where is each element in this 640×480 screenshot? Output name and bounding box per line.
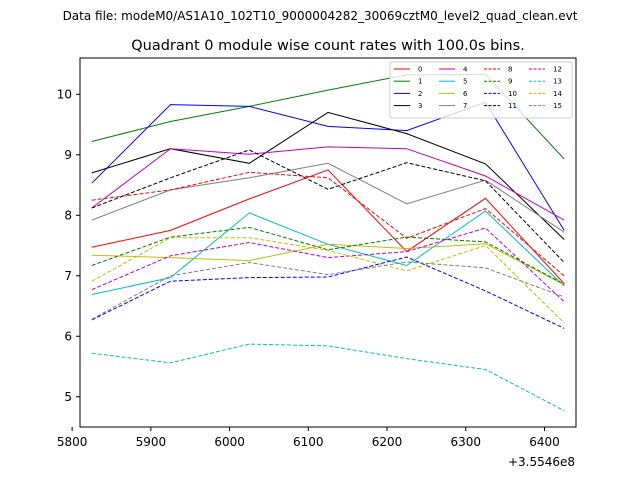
series-line-14 (91, 237, 565, 324)
x-tick-label: 6000 (214, 435, 245, 449)
series-line-11 (91, 149, 565, 263)
legend-box (389, 61, 573, 119)
suptitle: Data file: modeM0/AS1A10_102T10_90000042… (63, 9, 578, 23)
series-line-6 (91, 243, 565, 286)
legend-label-11: 11 (508, 102, 517, 110)
x-tick-label: 6200 (372, 435, 403, 449)
x-tick-label: 5800 (57, 435, 88, 449)
x-offset-label: +3.5546e8 (508, 455, 575, 469)
series-line-4 (91, 146, 565, 221)
chart-title: Quadrant 0 module wise count rates with … (131, 38, 525, 54)
legend-label-3: 3 (418, 102, 422, 110)
legend-label-12: 12 (553, 66, 562, 74)
legend-label-7: 7 (463, 102, 467, 110)
series-line-3 (91, 111, 565, 240)
legend-label-14: 14 (553, 90, 562, 98)
y-tick-label: 8 (64, 208, 72, 222)
series-line-15 (91, 261, 565, 320)
legend-label-8: 8 (508, 66, 512, 74)
series-line-7 (91, 162, 565, 233)
y-axis: 5 6 7 8 9 10 (57, 87, 80, 404)
legend-label-15: 15 (553, 102, 562, 110)
series-line-2 (91, 101, 565, 231)
series-lines (91, 73, 565, 412)
legend-label-10: 10 (508, 90, 517, 98)
y-tick-label: 7 (64, 269, 72, 283)
x-tick-label: 6300 (451, 435, 482, 449)
y-tick-label: 10 (57, 87, 72, 101)
series-line-0 (91, 169, 565, 284)
legend-label-5: 5 (463, 78, 467, 86)
y-tick-label: 5 (64, 390, 72, 404)
plot-area (79, 57, 577, 428)
legend-label-9: 9 (508, 78, 512, 86)
series-line-12 (91, 227, 565, 303)
legend-label-2: 2 (418, 90, 422, 98)
legend-label-4: 4 (463, 66, 468, 74)
series-line-10 (91, 256, 565, 329)
x-tick-label: 6100 (293, 435, 324, 449)
legend-label-6: 6 (463, 90, 468, 98)
x-tick-label: 6400 (529, 435, 560, 449)
y-tick-label: 6 (64, 329, 72, 343)
y-tick-label: 9 (64, 148, 72, 162)
series-line-9 (91, 226, 565, 285)
x-tick-label: 5900 (136, 435, 167, 449)
series-line-8 (91, 171, 565, 277)
series-line-13 (91, 343, 565, 412)
x-axis: 5800 5900 6000 6100 6200 6300 6400 (57, 427, 560, 449)
legend-label-13: 13 (553, 78, 562, 86)
legend-label-1: 1 (418, 78, 422, 86)
legend-label-0: 0 (418, 66, 422, 74)
